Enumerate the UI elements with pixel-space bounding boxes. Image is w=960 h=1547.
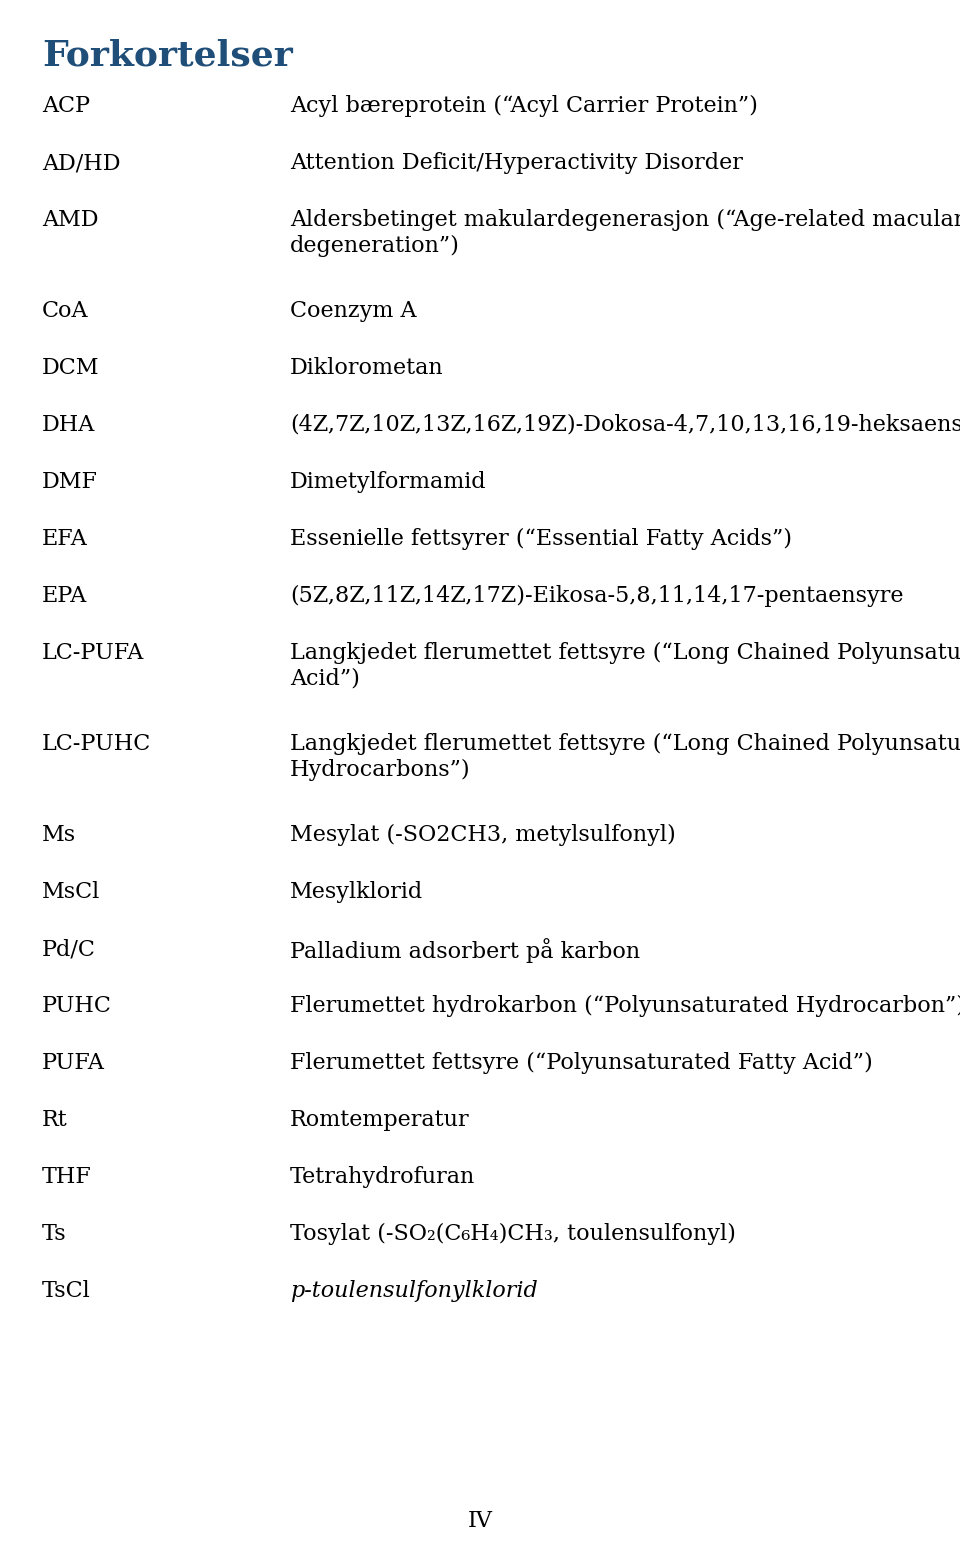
Text: TsCl: TsCl <box>42 1279 91 1303</box>
Text: CoA: CoA <box>42 300 88 322</box>
Text: Langkjedet flerumettet fettsyre (“Long Chained Polyunsaturated
Hydrocarbons”): Langkjedet flerumettet fettsyre (“Long C… <box>290 733 960 781</box>
Text: EPA: EPA <box>42 585 87 606</box>
Text: Ts: Ts <box>42 1224 66 1245</box>
Text: MsCl: MsCl <box>42 880 100 903</box>
Text: Flerumettet hydrokarbon (“Polyunsaturated Hydrocarbon”): Flerumettet hydrokarbon (“Polyunsaturate… <box>290 995 960 1016</box>
Text: Forkortelser: Forkortelser <box>42 39 293 73</box>
Text: THF: THF <box>42 1166 92 1188</box>
Text: Acyl bæreprotein (“Acyl Carrier Protein”): Acyl bæreprotein (“Acyl Carrier Protein”… <box>290 94 757 118</box>
Text: Pd/C: Pd/C <box>42 937 96 961</box>
Text: Coenzym A: Coenzym A <box>290 300 417 322</box>
Text: Langkjedet flerumettet fettsyre (“Long Chained Polyunsaturated Fatty
Acid”): Langkjedet flerumettet fettsyre (“Long C… <box>290 642 960 690</box>
Text: Tetrahydrofuran: Tetrahydrofuran <box>290 1166 475 1188</box>
Text: (5Z,8Z,11Z,14Z,17Z)-Eikosa-5,8,11,14,17-pentaensyre: (5Z,8Z,11Z,14Z,17Z)-Eikosa-5,8,11,14,17-… <box>290 585 903 606</box>
Text: Tosylat (-SO₂(C₆H₄)CH₃, toulensulfonyl): Tosylat (-SO₂(C₆H₄)CH₃, toulensulfonyl) <box>290 1224 736 1245</box>
Text: Mesylklorid: Mesylklorid <box>290 880 423 903</box>
Text: DCM: DCM <box>42 357 100 379</box>
Text: LC-PUHC: LC-PUHC <box>42 733 152 755</box>
Text: EFA: EFA <box>42 528 87 551</box>
Text: Rt: Rt <box>42 1109 68 1131</box>
Text: Essenielle fettsyrer (“Essential Fatty Acids”): Essenielle fettsyrer (“Essential Fatty A… <box>290 528 792 551</box>
Text: Aldersbetinget makulardegenerasjon (“Age-related macular
degeneration”): Aldersbetinget makulardegenerasjon (“Age… <box>290 209 960 257</box>
Text: (4Z,7Z,10Z,13Z,16Z,19Z)-Dokosa-4,7,10,13,16,19-heksaensyre: (4Z,7Z,10Z,13Z,16Z,19Z)-Dokosa-4,7,10,13… <box>290 415 960 436</box>
Text: Palladium adsorbert på karbon: Palladium adsorbert på karbon <box>290 937 640 962</box>
Text: AMD: AMD <box>42 209 99 231</box>
Text: AD/HD: AD/HD <box>42 152 121 173</box>
Text: ACP: ACP <box>42 94 90 118</box>
Text: PUFA: PUFA <box>42 1052 105 1074</box>
Text: Romtemperatur: Romtemperatur <box>290 1109 469 1131</box>
Text: Diklorometan: Diklorometan <box>290 357 444 379</box>
Text: DHA: DHA <box>42 415 95 436</box>
Text: LC-PUFA: LC-PUFA <box>42 642 144 664</box>
Text: DMF: DMF <box>42 470 98 493</box>
Text: Flerumettet fettsyre (“Polyunsaturated Fatty Acid”): Flerumettet fettsyre (“Polyunsaturated F… <box>290 1052 873 1074</box>
Text: Ms: Ms <box>42 825 76 846</box>
Text: Mesylat (-SO2CH3, metylsulfonyl): Mesylat (-SO2CH3, metylsulfonyl) <box>290 825 676 846</box>
Text: p-toulensulfonylklorid: p-toulensulfonylklorid <box>290 1279 538 1303</box>
Text: Attention Deficit/Hyperactivity Disorder: Attention Deficit/Hyperactivity Disorder <box>290 152 743 173</box>
Text: IV: IV <box>468 1510 492 1532</box>
Text: Dimetylformamid: Dimetylformamid <box>290 470 487 493</box>
Text: PUHC: PUHC <box>42 995 112 1016</box>
